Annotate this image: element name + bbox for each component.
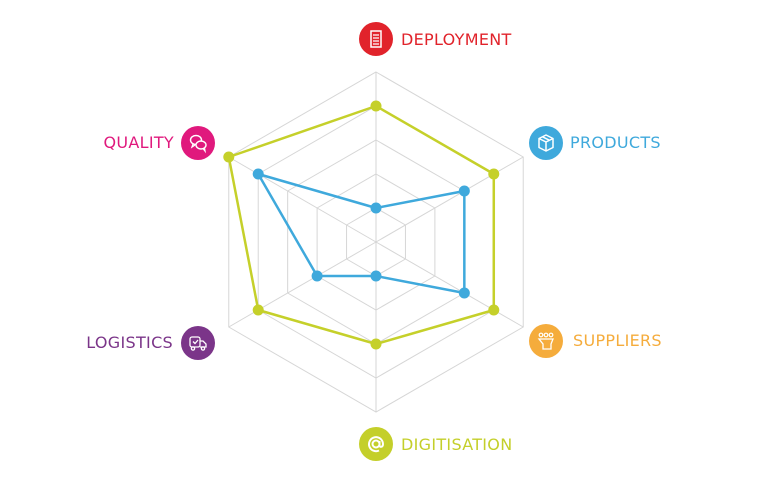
axis-label-logistics: LOGISTICS [86,333,173,352]
axis-label-quality: QUALITY [103,133,174,152]
data-point-quality [223,151,235,163]
data-point-digitisation [370,338,382,350]
data-point-deployment [370,100,382,112]
axis-line [228,156,377,243]
clipboard-list-icon [359,22,393,56]
people-group-icon [529,324,563,358]
data-point-products [488,168,500,180]
series-line-1 [227,104,496,346]
axis-label-deployment: DEPLOYMENT [401,30,512,49]
data-point-deployment [370,202,382,214]
data-point-digitisation [370,270,382,282]
chat-bubbles-icon [181,126,215,160]
data-point-logistics [311,270,323,282]
box-icon [529,126,563,160]
data-point-suppliers [458,287,470,299]
data-point-suppliers [488,304,500,316]
axis-line [228,241,377,328]
data-point-logistics [252,304,264,316]
delivery-truck-icon [181,326,215,360]
axis-label-suppliers: SUPPLIERS [573,331,662,350]
axis-label-products: PRODUCTS [570,133,661,152]
at-sign-icon [359,427,393,461]
axis-label-digitisation: DIGITISATION [401,435,513,454]
axis-line [375,156,524,243]
data-point-products [458,185,470,197]
data-point-quality [252,168,264,180]
axis-line [375,241,524,328]
